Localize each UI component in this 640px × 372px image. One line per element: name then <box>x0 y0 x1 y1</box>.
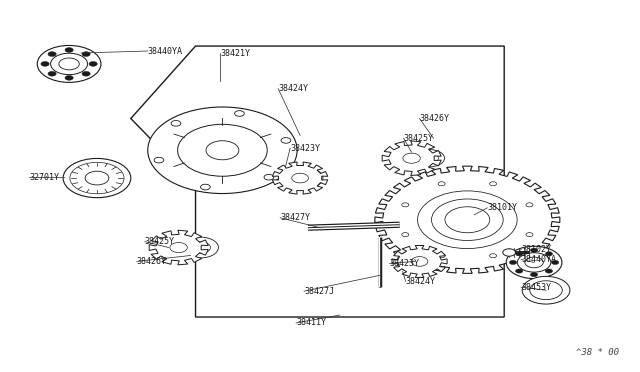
Circle shape <box>545 269 552 273</box>
Circle shape <box>70 162 124 194</box>
Circle shape <box>41 61 49 66</box>
Circle shape <box>404 256 424 267</box>
Circle shape <box>420 153 438 163</box>
Circle shape <box>148 107 297 193</box>
Circle shape <box>295 172 315 184</box>
Text: 38426Y: 38426Y <box>420 114 449 123</box>
Text: 38453Y: 38453Y <box>521 283 551 292</box>
Circle shape <box>403 153 420 163</box>
Circle shape <box>412 257 428 266</box>
Circle shape <box>509 260 516 264</box>
Circle shape <box>526 203 533 207</box>
Circle shape <box>48 52 56 57</box>
Circle shape <box>402 232 409 237</box>
Polygon shape <box>392 246 447 278</box>
Circle shape <box>526 232 533 237</box>
Circle shape <box>178 124 268 176</box>
Circle shape <box>397 251 433 272</box>
Text: 38426Y: 38426Y <box>137 257 167 266</box>
Circle shape <box>525 257 543 268</box>
Circle shape <box>264 174 274 180</box>
Text: 32701Y: 32701Y <box>29 173 60 182</box>
Polygon shape <box>382 141 441 176</box>
Circle shape <box>191 242 211 253</box>
Polygon shape <box>149 230 208 265</box>
Text: 38440YA: 38440YA <box>148 46 183 55</box>
Circle shape <box>516 252 523 256</box>
Polygon shape <box>273 162 328 194</box>
Circle shape <box>65 76 73 80</box>
Text: 38411Y: 38411Y <box>296 318 326 327</box>
Text: 38423Y: 38423Y <box>290 144 320 153</box>
Circle shape <box>63 158 131 198</box>
Text: 38424Y: 38424Y <box>406 277 436 286</box>
Circle shape <box>170 243 188 253</box>
Circle shape <box>51 53 88 75</box>
Circle shape <box>59 58 79 70</box>
Circle shape <box>171 121 181 126</box>
Circle shape <box>82 71 90 76</box>
Text: 38427Y: 38427Y <box>280 213 310 222</box>
Text: 38424Y: 38424Y <box>278 84 308 93</box>
Circle shape <box>438 182 445 186</box>
Polygon shape <box>375 166 560 273</box>
Circle shape <box>545 252 552 256</box>
Circle shape <box>281 138 291 143</box>
Circle shape <box>506 246 562 279</box>
Text: 38423Y: 38423Y <box>390 259 420 268</box>
Circle shape <box>415 150 444 167</box>
Circle shape <box>65 48 73 52</box>
Circle shape <box>431 199 503 241</box>
Circle shape <box>438 254 445 258</box>
Circle shape <box>48 71 56 76</box>
Circle shape <box>85 171 109 185</box>
Circle shape <box>503 249 516 256</box>
Circle shape <box>552 260 559 264</box>
Text: 38440YA: 38440YA <box>521 255 556 264</box>
Text: 38427J: 38427J <box>304 287 334 296</box>
Circle shape <box>516 269 523 273</box>
Circle shape <box>200 184 211 190</box>
Circle shape <box>89 61 97 66</box>
Text: 38101Y: 38101Y <box>487 203 517 212</box>
Circle shape <box>235 111 244 116</box>
Circle shape <box>292 173 308 183</box>
Circle shape <box>206 141 239 160</box>
Circle shape <box>37 45 101 82</box>
Circle shape <box>82 52 90 57</box>
Circle shape <box>445 207 490 233</box>
Text: 38425Y: 38425Y <box>145 237 175 246</box>
Text: ^38 * 00: ^38 * 00 <box>576 348 619 357</box>
Text: 38421Y: 38421Y <box>220 48 250 58</box>
Circle shape <box>183 129 255 171</box>
Circle shape <box>531 248 538 252</box>
Circle shape <box>287 168 323 189</box>
Text: 38425Y: 38425Y <box>404 134 434 143</box>
Circle shape <box>522 276 570 304</box>
Circle shape <box>402 203 409 207</box>
Circle shape <box>490 254 497 258</box>
Circle shape <box>531 273 538 277</box>
Circle shape <box>154 157 164 163</box>
Circle shape <box>182 237 218 258</box>
Text: 38102Y: 38102Y <box>521 245 551 254</box>
Circle shape <box>530 281 563 299</box>
Circle shape <box>490 182 497 186</box>
Circle shape <box>517 253 551 272</box>
Circle shape <box>417 191 517 248</box>
